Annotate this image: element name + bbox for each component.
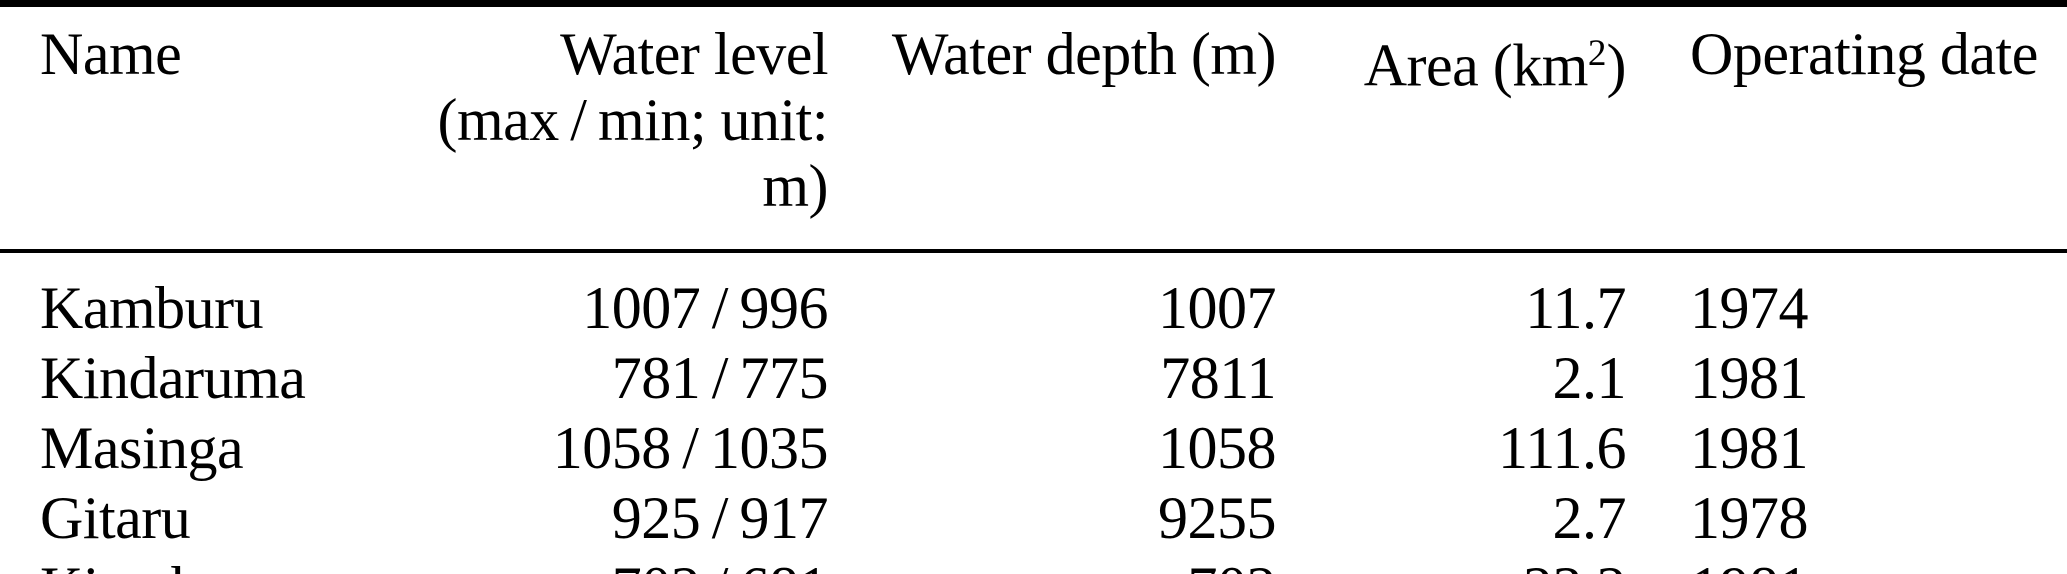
cell-name: Gitaru bbox=[40, 485, 191, 551]
cell-operating-date: 1978 bbox=[1690, 485, 1809, 551]
table-row: Kindaruma 781 / 775 7811 2.1 1981 bbox=[0, 343, 2067, 413]
header-area-superscript: 2 bbox=[1587, 33, 1607, 74]
cell-operating-date: 1974 bbox=[1690, 275, 1809, 341]
cell-water-depth: 9255 bbox=[1158, 485, 1277, 551]
cell-area: 11.7 bbox=[1525, 275, 1626, 341]
cell-area: 2.7 bbox=[1552, 485, 1627, 551]
header-name-label: Name bbox=[40, 21, 182, 87]
cell-name: Masinga bbox=[40, 415, 244, 481]
cell-name: Kindaruma bbox=[40, 345, 306, 411]
table-row: Gitaru 925 / 917 9255 2.7 1978 bbox=[0, 483, 2067, 553]
cell-operating-date: 1981 bbox=[1690, 415, 1809, 481]
cell-water-level: 781 / 775 bbox=[611, 345, 829, 411]
column-header-area: Area (km2) bbox=[1283, 3, 1633, 253]
cell-water-depth: 1058 bbox=[1158, 415, 1277, 481]
cell-water-level: 702 / 681 bbox=[420, 553, 835, 574]
cell-water-level: 1007 / 996 bbox=[582, 275, 828, 341]
cell-water-depth: 1007 bbox=[1158, 275, 1277, 341]
header-area-post: ) bbox=[1606, 32, 1627, 99]
cell-water-depth: 702 bbox=[835, 553, 1283, 574]
column-header-water-level: Water level (max / min; unit: m) bbox=[420, 3, 835, 253]
cell-operating-date: 1981 bbox=[1690, 345, 1809, 411]
header-water-depth-label: Water depth (m) bbox=[891, 21, 1277, 87]
cell-water-level: 1058 / 1035 bbox=[552, 415, 829, 481]
header-water-level-line1: Water level bbox=[560, 21, 828, 87]
table-row: Kiambere 702 / 681 702 23.2 1981 bbox=[0, 553, 2067, 574]
column-header-name: Name bbox=[0, 3, 420, 253]
cell-area: 111.6 bbox=[1497, 415, 1627, 481]
table-header: Name Water level (max / min; unit: m) Wa… bbox=[0, 3, 2067, 253]
header-row: Name Water level (max / min; unit: m) Wa… bbox=[0, 3, 2067, 253]
cell-name: Kiambere bbox=[0, 553, 420, 574]
cell-operating-date: 1981 bbox=[1633, 553, 2067, 574]
header-water-level-line2: (max / min; unit: m) bbox=[437, 87, 829, 219]
cell-area: 23.2 bbox=[1283, 553, 1633, 574]
cell-name: Kamburu bbox=[40, 275, 264, 341]
table-body: Kamburu 1007 / 996 1007 11.7 1974 Kindar… bbox=[0, 251, 2067, 574]
header-operating-date-label: Operating date bbox=[1690, 21, 2038, 87]
header-area-pre: Area (km bbox=[1363, 32, 1589, 99]
cell-water-level: 925 / 917 bbox=[611, 485, 829, 551]
column-header-water-depth: Water depth (m) bbox=[835, 3, 1283, 253]
column-header-operating-date: Operating date bbox=[1633, 3, 2067, 253]
table-row: Masinga 1058 / 1035 1058 111.6 1981 bbox=[0, 413, 2067, 483]
table-row: Kamburu 1007 / 996 1007 11.7 1974 bbox=[0, 251, 2067, 343]
cell-area: 2.1 bbox=[1552, 345, 1627, 411]
cell-water-depth: 7811 bbox=[1160, 345, 1276, 411]
